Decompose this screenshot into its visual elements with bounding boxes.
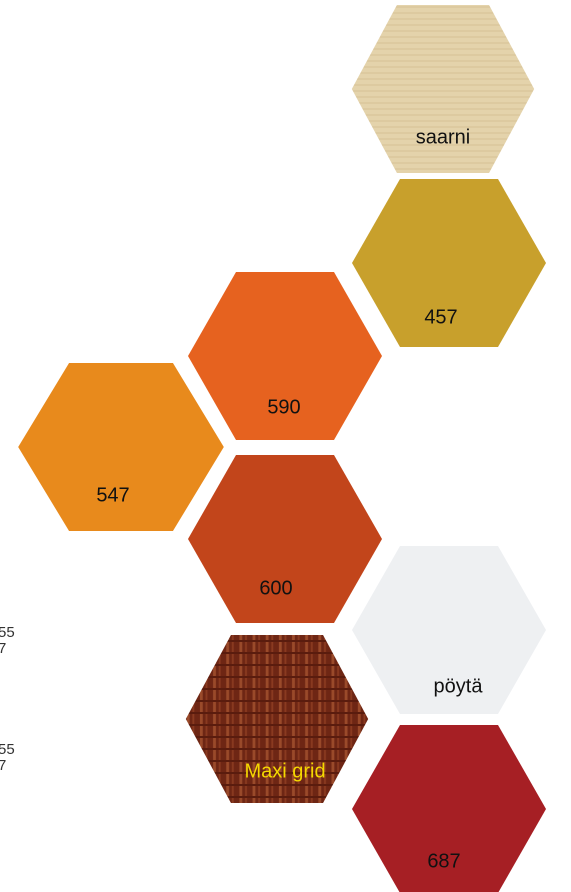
swatch[interactable]: 457 [352,179,546,347]
swatch-label: 590 [267,396,300,418]
swatch-label: 687 [427,850,460,872]
side-text: 7 [0,640,6,657]
swatch[interactable]: pöytä [352,546,546,714]
swatch[interactable]: 600 [188,455,382,623]
swatch-label: 600 [259,577,292,599]
swatch[interactable]: 547 [18,363,224,531]
side-text: 55 [0,741,15,758]
swatch-label: saarni [416,126,470,148]
side-text: 7 [0,757,6,774]
swatch[interactable]: 590 [188,272,382,440]
swatch-label: 457 [424,306,457,328]
swatch-label: pöytä [434,675,484,697]
swatch[interactable]: Maxi grid [185,635,369,803]
swatch[interactable]: 687 [352,725,546,892]
swatch[interactable]: saarni [351,5,535,173]
swatch-label: 547 [96,484,129,506]
swatch-label: Maxi grid [244,760,325,782]
side-text: 55 [0,624,15,641]
